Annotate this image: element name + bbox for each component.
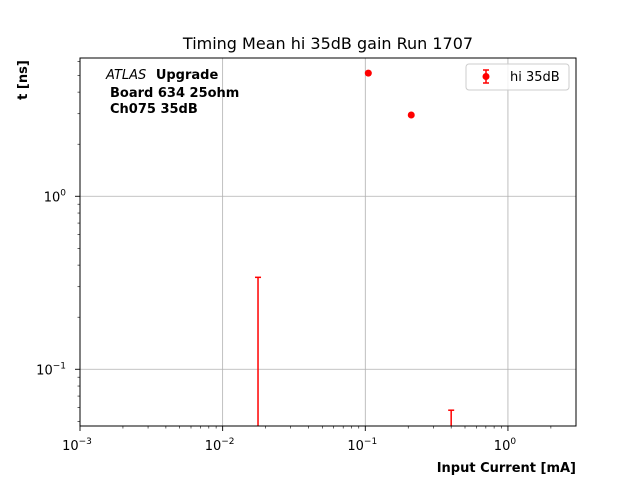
y-tick-label: 100 — [44, 188, 67, 205]
x-axis-label: Input Current [mA] — [437, 461, 576, 476]
data-point — [364, 69, 372, 77]
atlas-annotation: ATLAS Upgrade Board 634 25ohm Ch075 35dB — [105, 68, 239, 117]
annotation-board: Board 634 25ohm — [110, 86, 239, 101]
data-point — [407, 111, 415, 119]
axes-frame — [79, 57, 577, 427]
svg-text:ATLAS Upgrade: ATLAS Upgrade — [105, 68, 218, 83]
x-tick-label: 10−2 — [205, 437, 235, 454]
legend-marker — [482, 73, 490, 80]
data-layer — [255, 69, 455, 426]
annotation-upgrade: Upgrade — [156, 68, 219, 83]
legend-label: hi 35dB — [510, 70, 560, 85]
chart-title: Timing Mean hi 35dB gain Run 1707 — [182, 34, 473, 53]
x-tick-label: 100 — [494, 437, 517, 454]
y-tick-label: 10−1 — [36, 361, 66, 378]
legend: hi 35dB — [465, 63, 570, 91]
y-axis-label: t [ns] — [16, 60, 31, 100]
x-tick-label: 10−3 — [62, 437, 92, 454]
ticks: 10−3 10−2 10−1 100 10−1 100 — [36, 61, 552, 454]
x-tick-label: 10−1 — [347, 437, 377, 454]
legend-box — [465, 63, 570, 91]
annotation-channel: Ch075 35dB — [110, 102, 198, 117]
annotation-atlas: ATLAS — [105, 68, 146, 83]
